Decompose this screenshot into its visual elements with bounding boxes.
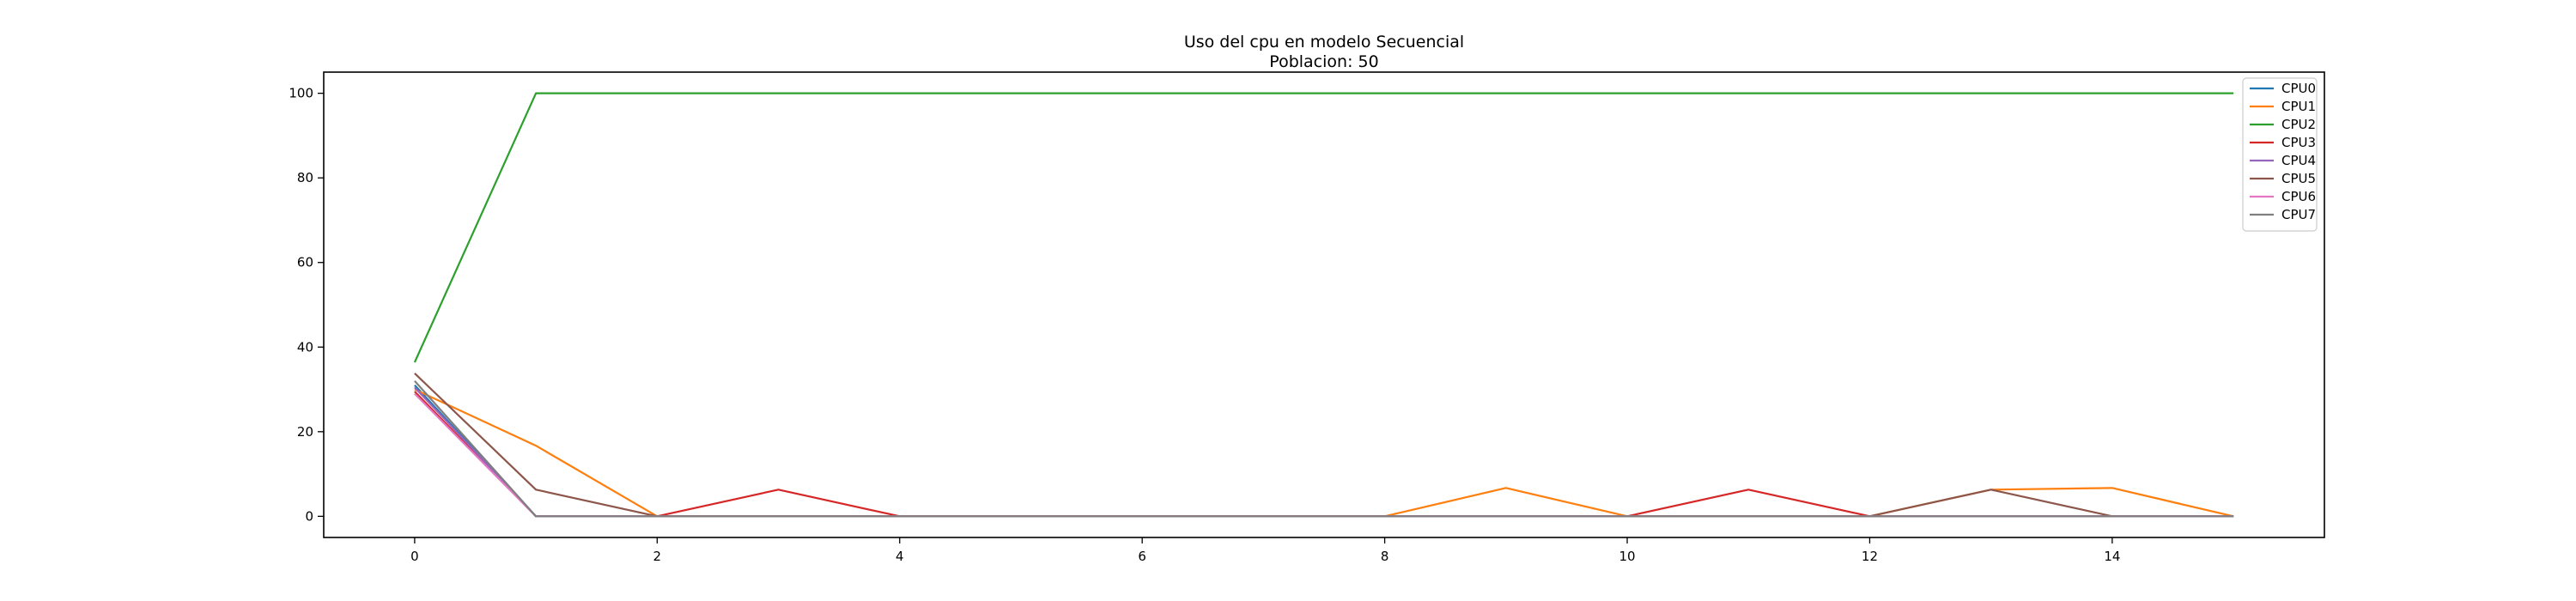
- legend-box: [2242, 77, 2318, 232]
- legend-label-cpu6: CPU6: [2281, 189, 2316, 204]
- legend-label-cpu7: CPU7: [2281, 207, 2316, 222]
- x-tick-label: 8: [1381, 549, 1389, 564]
- y-axis: 0 20 40 60 80 100: [289, 86, 324, 524]
- y-tick-label: 60: [297, 255, 313, 270]
- x-tick-label: 12: [1862, 549, 1878, 564]
- series-line-cpu2: [413, 92, 2234, 363]
- y-tick-label: 100: [289, 86, 313, 101]
- legend-label-cpu2: CPU2: [2281, 117, 2316, 132]
- x-tick-label: 2: [653, 549, 662, 564]
- legend-label-cpu3: CPU3: [2281, 135, 2316, 150]
- x-tick-label: 6: [1138, 549, 1146, 564]
- series-line-cpu3: [414, 391, 2234, 518]
- series-line-cpu5: [414, 373, 2234, 518]
- legend-label-cpu5: CPU5: [2281, 171, 2316, 186]
- series-line-cpu7: [414, 379, 2234, 518]
- y-tick-label: 40: [297, 339, 313, 355]
- x-axis: 0 2 4 6 8 10 12 14: [410, 537, 2120, 564]
- y-tick-label: 20: [297, 424, 313, 440]
- series-line-cpu6: [414, 392, 2234, 518]
- x-tick-label: 14: [2104, 549, 2120, 564]
- legend-label-cpu4: CPU4: [2281, 153, 2316, 168]
- legend-label-cpu0: CPU0: [2281, 81, 2316, 96]
- legend-label-cpu1: CPU1: [2281, 99, 2316, 114]
- legend: CPU0 CPU1 CPU2 CPU3 CPU4 CPU5 CPU6 CPU7: [2242, 77, 2318, 232]
- y-tick-label: 80: [297, 170, 313, 185]
- x-tick-label: 4: [896, 549, 904, 564]
- series-lines: [413, 92, 2234, 518]
- chart-title: Uso del cpu en modelo Secuencial: [1184, 33, 1464, 52]
- x-tick-label: 10: [1619, 549, 1635, 564]
- plot-area-frame: [323, 71, 2325, 538]
- x-tick-label: 0: [410, 549, 419, 564]
- chart-subtitle: Poblacion: 50: [1269, 52, 1378, 71]
- y-tick-label: 0: [305, 508, 313, 524]
